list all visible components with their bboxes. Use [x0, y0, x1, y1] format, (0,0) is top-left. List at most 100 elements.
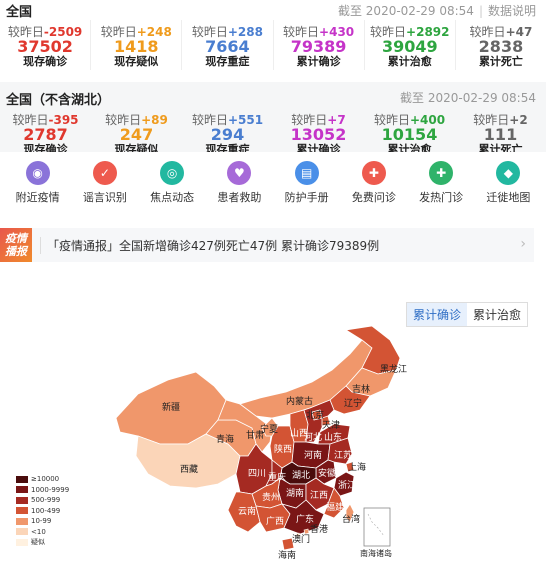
label-anhui: 安徽 — [318, 467, 336, 479]
news-badge: 疫情 播报 — [0, 228, 32, 262]
quick-link-rumor[interactable]: ✓ 谣言识别 — [71, 156, 138, 218]
excl-hubei-date: 截至 2020-02-29 08:54 — [400, 91, 536, 105]
region-hongkong[interactable] — [303, 528, 310, 535]
china-map: 黑龙江 吉林 辽宁 内蒙古 新疆 西藏 青海 甘肃 宁夏 陕西 山西 北京 天津… — [115, 325, 407, 561]
label-yunnan: 云南 — [238, 505, 256, 517]
label-chongqing: 重庆 — [268, 471, 286, 483]
stat-value: 37502 — [17, 37, 73, 56]
stat-label: 累计确诊 — [296, 143, 341, 152]
label-neimenggu: 内蒙古 — [286, 395, 313, 407]
stat-value: 7664 — [205, 37, 250, 56]
label-hainan: 海南 — [278, 549, 296, 561]
legend-item: 500-999 — [16, 495, 69, 505]
legend-item: 10-99 — [16, 516, 69, 526]
migration-map-icon: ◆ — [496, 161, 521, 185]
stat-total-deaths: 较昨日+2 111 累计死亡 — [455, 108, 546, 152]
region-liaoning[interactable] — [329, 385, 371, 415]
quick-link-fever-clinic[interactable]: ✚ 发热门诊 — [408, 156, 475, 218]
label-hunan: 湖南 — [286, 487, 304, 499]
label-xizang: 西藏 — [180, 463, 198, 475]
label-jiangsu: 江苏 — [334, 449, 352, 461]
region-shanghai[interactable] — [345, 461, 355, 473]
stat-value: 111 — [483, 125, 518, 144]
quick-link-nearby[interactable]: ◉ 附近疫情 — [4, 156, 71, 218]
label-ningxia: 宁夏 — [260, 423, 278, 435]
quick-link-patient-aid[interactable]: ♥ 患者救助 — [206, 156, 273, 218]
region-guangdong[interactable] — [280, 499, 325, 535]
stat-value: 247 — [119, 125, 154, 144]
stat-current-severe: 较昨日+551 294 现存重症 — [182, 108, 273, 152]
region-gansu[interactable] — [217, 399, 273, 453]
label-shanghai: 上海 — [348, 461, 366, 473]
label-liaoning: 辽宁 — [344, 397, 362, 409]
label-henan: 河南 — [304, 449, 322, 461]
national-meta: 截至 2020-02-29 08:54 | 数据说明 — [337, 4, 536, 18]
quick-link-migration[interactable]: ◆ 迁徙地图 — [475, 156, 542, 218]
stat-value: 2787 — [23, 125, 68, 144]
stat-label: 现存疑似 — [114, 143, 159, 152]
news-ticker[interactable]: 疫情 播报 「疫情通报」全国新增确诊427例死亡47例 累计确诊79389例 › — [0, 228, 534, 262]
stat-label: 现存确诊 — [23, 55, 68, 68]
legend-item: <10 — [16, 527, 69, 537]
location-pin-icon: ◉ — [25, 161, 50, 185]
excl-hubei-title: 全国（不含湖北） — [6, 93, 111, 108]
label-beijing: 北京 — [306, 409, 324, 421]
stat-label: 现存疑似 — [114, 55, 159, 68]
stat-current-suspected: 较昨日+89 247 现存疑似 — [91, 108, 182, 152]
stat-value: 79389 — [290, 37, 347, 56]
quick-link-handbook[interactable]: ▤ 防护手册 — [273, 156, 340, 218]
quick-links: ◉ 附近疫情 ✓ 谣言识别 ◎ 焦点动态 ♥ 患者救助 ▤ 防护手册 ✚ 免费问… — [0, 156, 546, 218]
label-guizhou: 贵州 — [262, 491, 280, 503]
region-taiwan[interactable] — [345, 503, 355, 523]
tab-total-cured[interactable]: 累计治愈 — [466, 303, 527, 326]
label-hubei: 湖北 — [292, 470, 310, 481]
national-section: 全国 截至 2020-02-29 08:54 | 数据说明 较昨日-2509 375… — [0, 0, 546, 70]
stat-label: 现存重症 — [205, 143, 250, 152]
label-guangdong: 广东 — [296, 513, 314, 525]
stat-value: 294 — [210, 125, 245, 144]
stat-label: 现存确诊 — [23, 143, 68, 152]
label-qinghai: 青海 — [216, 433, 234, 445]
legend-item: ≥10000 — [16, 474, 69, 484]
stat-value: 39049 — [381, 37, 438, 56]
national-date: 截至 2020-02-29 08:54 — [337, 4, 474, 18]
region-hainan[interactable] — [281, 537, 295, 551]
chevron-right-icon: › — [520, 236, 526, 252]
stat-label: 累计治愈 — [387, 55, 432, 68]
excl-hubei-stats: 较昨日-395 2787 现存确诊 较昨日+89 247 现存疑似 较昨日+55… — [0, 108, 546, 152]
stat-label: 累计治愈 — [387, 143, 432, 152]
stat-value: 13052 — [290, 125, 347, 144]
map-legend: ≥10000 1000-9999 500-999 100-499 10-99 <… — [16, 474, 69, 548]
label-sichuan: 四川 — [248, 469, 266, 479]
quick-link-focus[interactable]: ◎ 焦点动态 — [139, 156, 206, 218]
excl-hubei-header: 全国（不含湖北） 截至 2020-02-29 08:54 — [0, 82, 546, 108]
label-zhejiang: 浙江 — [338, 479, 356, 491]
stat-total-confirmed: 较昨日+7 13052 累计确诊 — [273, 108, 364, 152]
label-shaanxi: 陕西 — [274, 443, 292, 455]
region-macau[interactable] — [295, 532, 301, 538]
stat-total-confirmed: 较昨日+430 79389 累计确诊 — [274, 20, 365, 70]
quick-link-free-consult[interactable]: ✚ 免费问诊 — [340, 156, 407, 218]
clinic-icon: ✚ — [429, 161, 454, 185]
tab-total-confirmed[interactable]: 累计确诊 — [406, 303, 467, 326]
heart-icon: ♥ — [227, 161, 252, 185]
label-hebei: 河北 — [304, 431, 322, 443]
data-explanation-link[interactable]: 数据说明 — [487, 4, 536, 18]
stat-label: 累计确诊 — [296, 55, 341, 68]
label-south-china-sea: 南海诸岛 — [360, 548, 392, 558]
label-tianjin: 天津 — [322, 420, 340, 431]
label-macau: 澳门 — [292, 533, 310, 545]
legend-item: 100-499 — [16, 506, 69, 516]
stat-total-cured: 较昨日+2892 39049 累计治愈 — [365, 20, 456, 70]
excl-hubei-section: 全国（不含湖北） 截至 2020-02-29 08:54 较昨日-395 278… — [0, 82, 546, 152]
label-shanxi: 山西 — [290, 428, 308, 439]
stat-label: 累计死亡 — [478, 55, 523, 68]
shield-check-icon: ✓ — [92, 161, 117, 185]
stat-value: 10154 — [381, 125, 438, 144]
stat-total-deaths: 较昨日+47 2838 累计死亡 — [456, 20, 546, 70]
label-xinjiang: 新疆 — [162, 401, 180, 413]
stat-current-severe: 较昨日+288 7664 现存重症 — [182, 20, 274, 70]
label-guangxi: 广西 — [266, 515, 284, 527]
stat-value: 1418 — [113, 37, 159, 56]
region-tianjin[interactable] — [321, 415, 331, 427]
